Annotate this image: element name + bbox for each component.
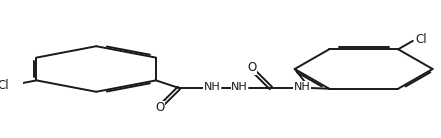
Text: NH: NH: [294, 82, 310, 92]
Text: NH: NH: [204, 82, 221, 92]
Text: NH: NH: [231, 82, 248, 92]
Text: O: O: [156, 101, 165, 115]
Text: Cl: Cl: [0, 79, 9, 92]
Text: Cl: Cl: [415, 33, 426, 46]
Text: O: O: [247, 61, 257, 75]
